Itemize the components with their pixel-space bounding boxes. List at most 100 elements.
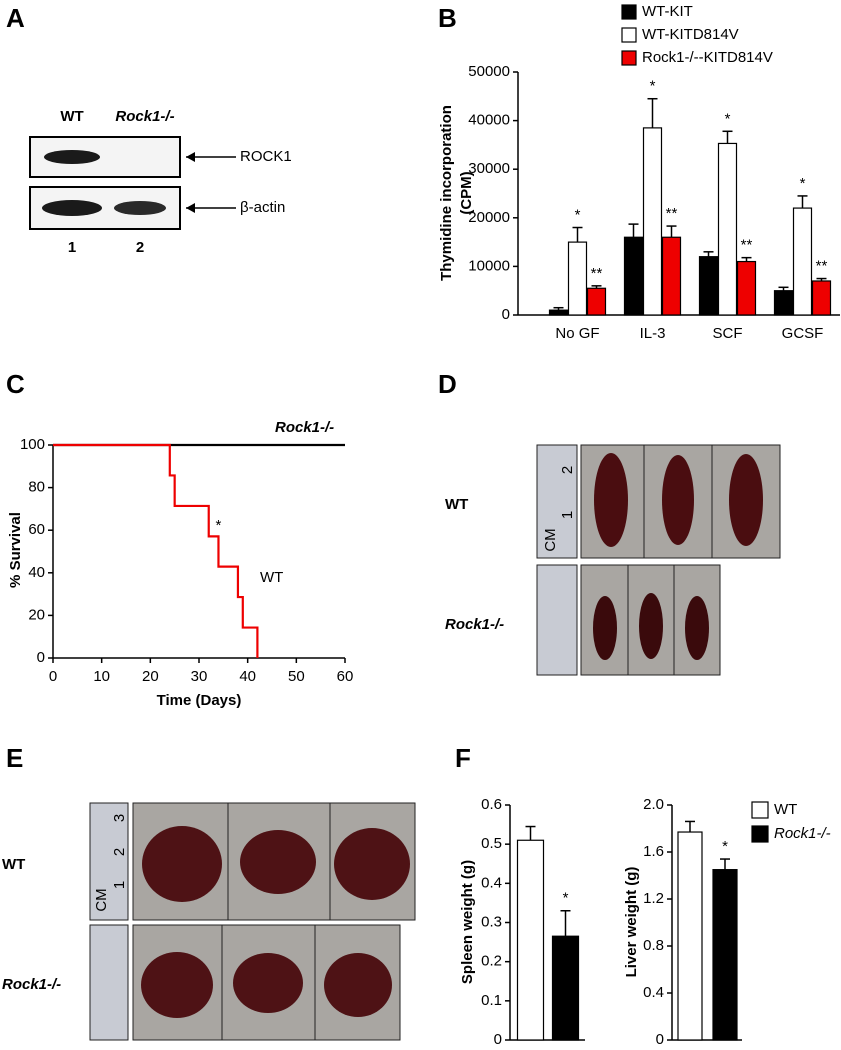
x-tick-label: 0 <box>49 668 57 685</box>
y-axis-label: % Survival <box>7 512 24 588</box>
ruler <box>89 802 129 921</box>
y-tick-label: 0 <box>656 1031 664 1048</box>
x-tick-label: No GF <box>555 325 599 342</box>
y-tick-label: 20000 <box>468 209 510 226</box>
y-tick-label: 30000 <box>468 160 510 177</box>
bar <box>717 142 738 316</box>
liver <box>334 828 410 900</box>
lane-number: 1 <box>68 239 76 256</box>
y-tick-label: 0.6 <box>481 796 502 813</box>
x-tick-label: SCF <box>713 325 743 342</box>
bar <box>661 236 682 316</box>
spleen <box>729 454 763 546</box>
x-tick-label: 30 <box>191 668 208 685</box>
ruler-label: 1 <box>559 511 576 519</box>
x-tick-label: GCSF <box>782 325 824 342</box>
lane-label: Rock1-/- <box>115 108 174 125</box>
y-axis-label: Liver weight (g) <box>623 867 640 978</box>
y-tick-label: 0.2 <box>481 953 502 970</box>
spleen <box>662 455 694 545</box>
y-tick-label: 0.4 <box>481 874 502 891</box>
bar <box>677 831 703 1041</box>
liver <box>141 952 213 1018</box>
panel-label: A <box>6 3 25 33</box>
x-tick-label: 50 <box>288 668 305 685</box>
bar <box>586 287 607 316</box>
blot-band <box>44 150 100 164</box>
legend-label: WT <box>774 801 797 818</box>
legend-swatch <box>621 50 637 66</box>
western-blot: WT Rock1-/- ROCK1 β-actin 1 2 <box>29 108 292 256</box>
y-tick-label: 100 <box>20 436 45 453</box>
panel-label: B <box>438 3 457 33</box>
spleen <box>639 593 663 659</box>
significance-mark: * <box>800 175 806 192</box>
y-tick-label: 40000 <box>468 112 510 129</box>
panel-label: C <box>6 369 25 399</box>
significance-mark: ** <box>666 205 678 222</box>
x-tick-label: 60 <box>337 668 354 685</box>
significance-mark: ** <box>816 258 828 275</box>
x-tick-label: 40 <box>239 668 256 685</box>
y-tick-label: 0 <box>494 1031 502 1048</box>
bar <box>551 935 580 1041</box>
liver <box>240 830 316 894</box>
ruler-label: CM <box>93 888 110 911</box>
x-axis-label: Time (Days) <box>157 692 242 709</box>
significance-mark: * <box>575 206 581 223</box>
legend-label: WT-KITD814V <box>642 26 739 43</box>
survival-line <box>53 443 259 658</box>
y-tick-label: 2.0 <box>643 796 664 813</box>
spleen <box>685 596 709 660</box>
x-tick-label: 10 <box>93 668 110 685</box>
significance-mark: * <box>216 517 222 534</box>
ruler-label: 1 <box>111 881 128 889</box>
lane-number: 2 <box>136 239 144 256</box>
y-tick-label: 60 <box>28 521 45 538</box>
significance-mark: ** <box>591 265 603 282</box>
spleen <box>593 596 617 660</box>
y-tick-label: 0 <box>37 649 45 666</box>
y-tick-label: 0.4 <box>643 984 664 1001</box>
arrow-head <box>186 203 195 213</box>
bar <box>623 236 644 316</box>
bar <box>712 869 738 1041</box>
bar <box>792 207 813 316</box>
y-axis-label: Thymidine incorporation <box>438 105 455 281</box>
legend-label: WT-KIT <box>642 3 693 20</box>
ruler-label: 3 <box>111 814 128 822</box>
y-tick-label: 0.1 <box>481 992 502 1009</box>
y-tick-label: 0 <box>502 306 510 323</box>
bar <box>548 309 569 316</box>
significance-mark: ** <box>741 237 753 254</box>
y-tick-label: 80 <box>28 479 45 496</box>
y-axis-label: (CPM) <box>458 171 475 214</box>
ruler-label: 2 <box>559 466 576 474</box>
bar <box>811 280 832 316</box>
legend-swatch <box>751 825 769 843</box>
spleen <box>594 453 628 547</box>
y-tick-label: 1.6 <box>643 843 664 860</box>
legend-label: Rock1-/--KITD814V <box>642 49 773 66</box>
spleen-photos: WT Rock1-/- CM 1 2 <box>445 444 781 676</box>
bar <box>567 241 588 316</box>
liver <box>324 953 392 1017</box>
row-label: Rock1-/- <box>2 976 61 993</box>
y-axis-label: Spleen weight (g) <box>459 860 476 984</box>
ruler <box>536 444 578 559</box>
x-tick-label: 20 <box>142 668 159 685</box>
x-tick-label: IL-3 <box>640 325 666 342</box>
panel-label: D <box>438 369 457 399</box>
significance-mark: * <box>650 78 656 95</box>
legend-swatch <box>751 801 769 819</box>
row-label: WT <box>2 856 25 873</box>
bar <box>736 260 757 316</box>
series-label: Rock1-/- <box>275 419 334 436</box>
band-label: β-actin <box>240 199 285 216</box>
bar <box>773 290 794 316</box>
y-tick-label: 1.2 <box>643 890 664 907</box>
row-label: WT <box>445 496 468 513</box>
panel-label: E <box>6 743 23 773</box>
ruler <box>89 924 129 1041</box>
arrow-head <box>186 152 195 162</box>
